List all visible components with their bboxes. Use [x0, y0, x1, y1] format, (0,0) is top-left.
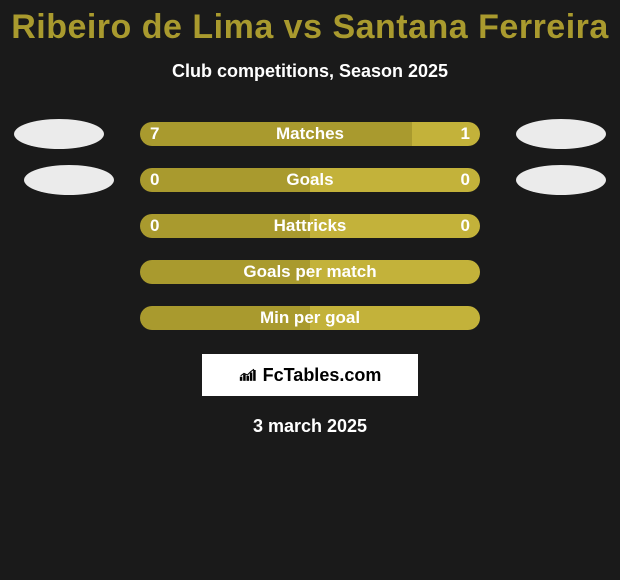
- stat-bar: 0 0 Goals: [140, 168, 480, 192]
- stat-rows: 7 1 Matches 0 0 Goals 0 0 Hattricks Goals per mat…: [0, 122, 620, 330]
- stat-value-left: 0: [150, 170, 159, 190]
- stat-label: Matches: [276, 124, 344, 144]
- page-title: Ribeiro de Lima vs Santana Ferreira: [0, 8, 620, 47]
- bar-segment-right: [310, 168, 480, 192]
- player-bubble-right: [516, 165, 606, 195]
- stat-bar: Goals per match: [140, 260, 480, 284]
- brand-badge: FcTables.com: [202, 354, 418, 396]
- stat-row: 0 0 Hattricks: [0, 214, 620, 238]
- stat-row: Min per goal: [0, 306, 620, 330]
- player-bubble-right: [516, 119, 606, 149]
- player-bubble-left: [14, 119, 104, 149]
- bars-icon: [239, 368, 259, 382]
- stat-value-right: 0: [461, 170, 470, 190]
- stat-row: Goals per match: [0, 260, 620, 284]
- stat-label: Min per goal: [260, 308, 360, 328]
- stat-bar: Min per goal: [140, 306, 480, 330]
- stat-bar: 7 1 Matches: [140, 122, 480, 146]
- stat-value-left: 0: [150, 216, 159, 236]
- stat-bar: 0 0 Hattricks: [140, 214, 480, 238]
- stat-label: Hattricks: [274, 216, 347, 236]
- bar-segment-left: [140, 168, 310, 192]
- comparison-infographic: Ribeiro de Lima vs Santana Ferreira Club…: [0, 0, 620, 437]
- player-bubble-left: [24, 165, 114, 195]
- stat-value-left: 7: [150, 124, 159, 144]
- stat-label: Goals: [286, 170, 333, 190]
- page-subtitle: Club competitions, Season 2025: [0, 61, 620, 82]
- stat-row: 0 0 Goals: [0, 168, 620, 192]
- date-label: 3 march 2025: [0, 416, 620, 437]
- stat-value-right: 1: [461, 124, 470, 144]
- stat-row: 7 1 Matches: [0, 122, 620, 146]
- stat-value-right: 0: [461, 216, 470, 236]
- brand-text: FcTables.com: [263, 365, 382, 386]
- stat-label: Goals per match: [243, 262, 376, 282]
